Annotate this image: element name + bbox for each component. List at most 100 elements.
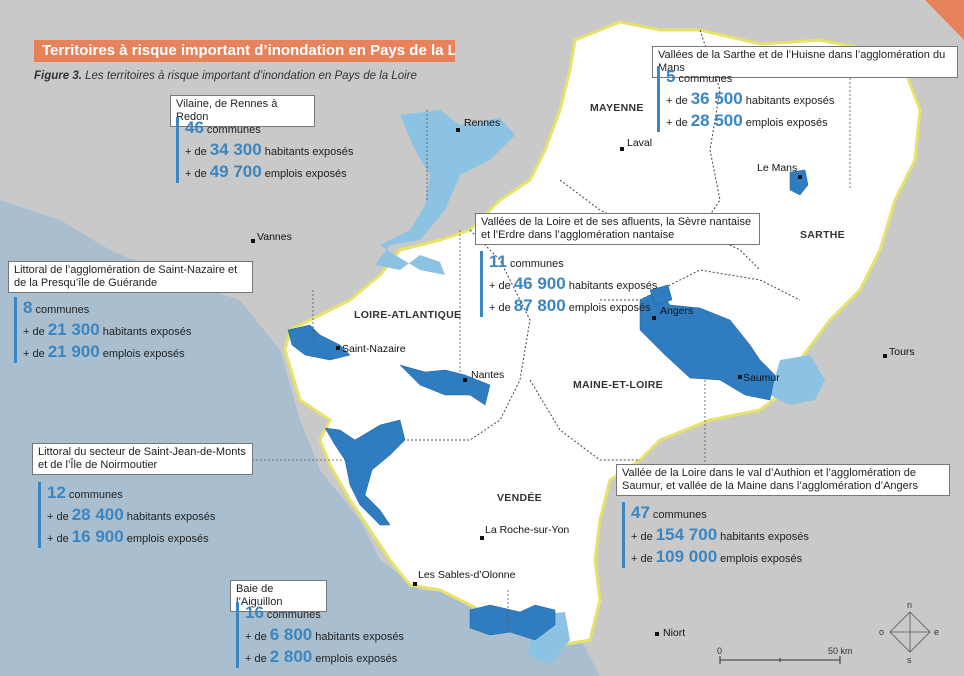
- stat-habitants-value: 46 900: [513, 274, 566, 293]
- stat-emplois-value: 87 800: [513, 296, 566, 315]
- stat-habitants-value: 28 400: [71, 505, 124, 524]
- stat-emplois-prefix: + de: [489, 302, 511, 314]
- stat-row-emplois: + de 2 800 emplois exposés: [245, 646, 404, 668]
- stat-row-habitants: + de 6 800 habitants exposés: [245, 624, 404, 646]
- callout-title-saint-jean-de-monts: Littoral du secteur de Saint-Jean-de-Mon…: [32, 443, 253, 475]
- city-label-vannes: Vannes: [257, 231, 292, 243]
- compass-rose: [889, 611, 931, 653]
- stat-row-communes: 46 communes: [185, 117, 353, 139]
- stat-emplois-prefix: + de: [245, 653, 267, 665]
- city-label-tours: Tours: [889, 346, 915, 358]
- stat-habitants-prefix: + de: [23, 326, 45, 338]
- stat-emplois-prefix: + de: [631, 553, 653, 565]
- dept-label-vendee: VENDÉE: [497, 492, 542, 504]
- stat-habitants-text: habitants exposés: [264, 146, 354, 158]
- leader-lines: [252, 62, 851, 630]
- city-label-laval: Laval: [627, 137, 653, 149]
- stat-communes-value: 46: [185, 118, 204, 137]
- stat-row-habitants: + de 154 700 habitants exposés: [631, 524, 809, 546]
- stat-row-emplois: + de 16 900 emplois exposés: [47, 526, 215, 548]
- stat-emplois-prefix: + de: [185, 168, 207, 180]
- stat-row-emplois: + de 109 000 emplois exposés: [631, 546, 809, 568]
- scale-start-label: 0: [717, 646, 723, 656]
- city-markers: [251, 128, 887, 636]
- stat-row-emplois: + de 21 900 emplois exposés: [23, 341, 191, 363]
- stat-emplois-value: 49 700: [209, 162, 262, 181]
- callout-stats-nantes: 11 communes + de 46 900 habitants exposés +…: [480, 251, 657, 317]
- stat-emplois-text: emplois exposés: [102, 348, 185, 360]
- map-title: Territoires à risque important d’inondat…: [34, 40, 455, 62]
- callout-title-angers-saumur: Vallée de la Loire dans le val d’Authion…: [616, 464, 950, 496]
- stat-habitants-text: habitants exposés: [568, 280, 658, 292]
- callout-stats-vilaine: 46 communes + de 34 300 habitants exposés +…: [176, 117, 353, 183]
- stat-row-habitants: + de 28 400 habitants exposés: [47, 504, 215, 526]
- stat-communes-text: communes: [266, 609, 321, 621]
- stat-row-habitants: + de 34 300 habitants exposés: [185, 139, 353, 161]
- dept-label-maine-et-loire: MAINE-ET-LOIRE: [573, 379, 663, 391]
- stat-habitants-prefix: + de: [245, 631, 267, 643]
- stat-row-habitants: + de 36 500 habitants exposés: [666, 88, 834, 110]
- stat-habitants-text: habitants exposés: [126, 511, 216, 523]
- dept-label-mayenne: MAYENNE: [590, 102, 644, 114]
- stat-row-habitants: + de 46 900 habitants exposés: [489, 273, 657, 295]
- callout-title-nantes: Vallées de la Loire et de ses afluents, …: [475, 213, 760, 245]
- stat-habitants-text: habitants exposés: [720, 531, 809, 543]
- stat-habitants-prefix: + de: [666, 95, 688, 107]
- stat-emplois-value: 16 900: [71, 527, 124, 546]
- callout-title-vilaine: Vilaine, de Rennes à Redon: [170, 95, 315, 127]
- stat-emplois-text: emplois exposés: [126, 533, 209, 545]
- stat-habitants-value: 36 500: [690, 89, 743, 108]
- city-label-le-mans: Le Mans: [757, 162, 798, 174]
- stat-row-communes: 11 communes: [489, 251, 657, 273]
- stat-communes-value: 12: [47, 483, 66, 502]
- stat-habitants-value: 34 300: [209, 140, 262, 159]
- callout-stats-saint-nazaire: 8 communes + de 21 300 habitants exposés + …: [14, 297, 191, 363]
- stat-emplois-prefix: + de: [23, 348, 45, 360]
- scale-bar: [719, 656, 841, 664]
- stat-habitants-value: 154 700: [655, 525, 718, 544]
- stat-habitants-value: 21 300: [47, 320, 100, 339]
- compass-south: s: [907, 655, 912, 665]
- stat-row-communes: 8 communes: [23, 297, 191, 319]
- city-label-la-roche-sur-yon: La Roche-sur-Yon: [485, 524, 570, 536]
- city-label-niort: Niort: [663, 627, 686, 639]
- stat-row-communes: 12 communes: [47, 482, 215, 504]
- stat-row-emplois: + de 87 800 emplois exposés: [489, 295, 657, 317]
- stat-habitants-value: 6 800: [269, 625, 313, 644]
- stat-communes-text: communes: [652, 509, 707, 521]
- stat-row-communes: 16 communes: [245, 602, 404, 624]
- stat-communes-text: communes: [35, 304, 90, 316]
- dept-label-sarthe: SARTHE: [800, 229, 845, 241]
- stat-communes-value: 16: [245, 603, 264, 622]
- stat-row-communes: 5 communes: [666, 66, 834, 88]
- stat-habitants-text: habitants exposés: [102, 326, 192, 338]
- stat-emplois-text: emplois exposés: [315, 653, 398, 665]
- stat-emplois-value: 2 800: [269, 647, 313, 666]
- stat-communes-text: communes: [68, 489, 123, 501]
- stat-emplois-value: 109 000: [655, 547, 718, 566]
- stat-row-emplois: + de 49 700 emplois exposés: [185, 161, 353, 183]
- stat-communes-text: communes: [678, 73, 733, 85]
- risk-zones-dark: [287, 169, 809, 641]
- callout-stats-angers-saumur: 47 communes + de 154 700 habitants exposés …: [622, 502, 809, 568]
- stat-emplois-text: emplois exposés: [264, 168, 347, 180]
- stat-habitants-text: habitants exposés: [745, 95, 835, 107]
- figure-caption-text: Les territoires à risque important d’ino…: [85, 70, 417, 82]
- stat-emplois-text: emplois exposés: [568, 302, 651, 314]
- figure-caption: Figure 3. Les territoires à risque impor…: [34, 70, 417, 82]
- stat-emplois-text: emplois exposés: [745, 117, 828, 129]
- stat-row-communes: 47 communes: [631, 502, 809, 524]
- figure-label: Figure 3.: [34, 70, 82, 82]
- city-label-nantes: Nantes: [471, 369, 505, 381]
- callout-stats-baie-aiguillon: 16 communes + de 6 800 habitants exposés + …: [236, 602, 404, 668]
- compass-north: n: [907, 600, 913, 610]
- stat-row-emplois: + de 28 500 emplois exposés: [666, 110, 834, 132]
- callout-title-baie-aiguillon: Baie de l’Aiguillon: [230, 580, 327, 612]
- city-label-rennes: Rennes: [464, 117, 501, 129]
- stat-communes-value: 5: [666, 67, 676, 86]
- city-label-saint-nazaire: Saint-Nazaire: [342, 343, 406, 355]
- stat-habitants-prefix: + de: [631, 531, 653, 543]
- stat-communes-text: communes: [509, 258, 564, 270]
- page-corner-fold: [925, 0, 964, 40]
